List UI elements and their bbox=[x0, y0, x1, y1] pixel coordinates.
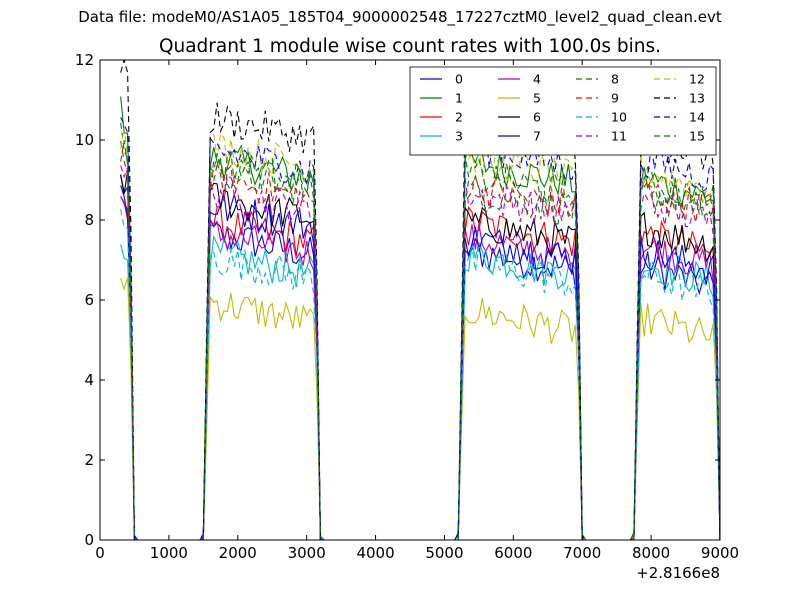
legend-label-0: 0 bbox=[455, 72, 463, 87]
x-offset-label: +2.8166e8 bbox=[636, 564, 720, 582]
series-line-4 bbox=[120, 196, 720, 540]
legend-label-7: 7 bbox=[533, 129, 541, 144]
series-line-7 bbox=[120, 185, 720, 540]
legend-box bbox=[409, 66, 717, 156]
legend-label-2: 2 bbox=[455, 110, 463, 125]
y-tick-label: 2 bbox=[84, 451, 94, 469]
data-file-suptitle: Data file: modeM0/AS1A05_185T04_90000025… bbox=[78, 8, 722, 26]
x-tick-label: 4000 bbox=[356, 544, 394, 562]
series-line-11 bbox=[120, 165, 720, 540]
x-tick-label: 1000 bbox=[150, 544, 188, 562]
series-line-13 bbox=[120, 60, 720, 540]
series-line-15 bbox=[120, 140, 720, 540]
series-line-3 bbox=[120, 234, 720, 540]
series-line-9 bbox=[120, 141, 720, 540]
y-tick-label: 12 bbox=[75, 51, 94, 69]
legend-label-1: 1 bbox=[455, 91, 463, 106]
series-line-0 bbox=[120, 174, 720, 540]
legend-label-5: 5 bbox=[533, 91, 541, 106]
series-line-5 bbox=[120, 277, 720, 540]
legend-label-15: 15 bbox=[689, 129, 705, 144]
legend-label-6: 6 bbox=[533, 110, 541, 125]
series-line-2 bbox=[120, 196, 720, 540]
y-tick-label: 10 bbox=[75, 131, 94, 149]
legend-label-12: 12 bbox=[689, 72, 705, 87]
series-group bbox=[120, 60, 720, 540]
legend-label-13: 13 bbox=[689, 91, 705, 106]
x-tick-label: 0 bbox=[95, 544, 105, 562]
series-line-8 bbox=[120, 122, 720, 540]
legend-label-4: 4 bbox=[533, 72, 541, 87]
legend-label-3: 3 bbox=[455, 129, 463, 144]
x-tick-label: 7000 bbox=[563, 544, 601, 562]
series-line-6 bbox=[120, 170, 720, 540]
legend-label-14: 14 bbox=[689, 110, 705, 125]
y-tick-label: 4 bbox=[84, 371, 94, 389]
x-tick-label: 9000 bbox=[701, 544, 739, 562]
x-tick-label: 6000 bbox=[494, 544, 532, 562]
y-tick-label: 8 bbox=[84, 211, 94, 229]
legend-label-11: 11 bbox=[611, 129, 627, 144]
series-line-10 bbox=[120, 209, 720, 540]
x-tick-label: 3000 bbox=[288, 544, 326, 562]
y-tick-label: 0 bbox=[84, 531, 94, 549]
y-tick-label: 6 bbox=[84, 291, 94, 309]
chart-title: Quadrant 1 module wise count rates with … bbox=[158, 36, 662, 57]
x-tick-label: 2000 bbox=[219, 544, 257, 562]
x-tick-label: 5000 bbox=[425, 544, 463, 562]
series-line-1 bbox=[120, 96, 720, 540]
x-tick-label: 8000 bbox=[632, 544, 670, 562]
legend-label-10: 10 bbox=[611, 110, 627, 125]
legend-label-9: 9 bbox=[611, 91, 619, 106]
legend-label-8: 8 bbox=[611, 72, 619, 87]
